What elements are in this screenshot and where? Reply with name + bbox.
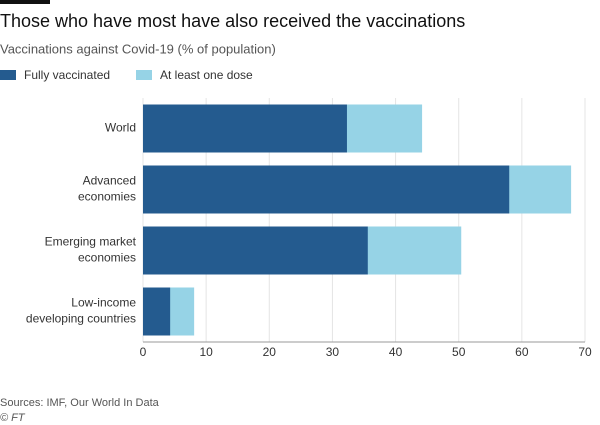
chart-subtitle: Vaccinations against Covid-19 (% of popu… <box>0 41 276 56</box>
x-tick-label: 10 <box>199 345 213 359</box>
legend-swatch <box>136 70 152 80</box>
source: Sources: IMF, Our World In Data <box>0 397 160 409</box>
bar <box>143 287 171 336</box>
y-tick-label: Emerging market economies <box>45 235 137 265</box>
legend-label: Fully vaccinated <box>24 68 110 82</box>
x-tick-label: 0 <box>140 345 147 359</box>
x-tick-label: 60 <box>515 345 529 359</box>
y-tick-label: Advanced economies <box>78 174 136 204</box>
x-tick-label: 40 <box>389 345 403 359</box>
bar <box>143 165 510 214</box>
legend-label: At least one dose <box>160 68 253 82</box>
bar <box>143 104 347 153</box>
y-tick-label: Low-income developing countries <box>26 296 136 326</box>
x-tick-label: 70 <box>578 345 592 359</box>
x-tick-label: 30 <box>326 345 340 359</box>
brand-bar <box>0 0 50 4</box>
credit: © FT <box>0 412 26 424</box>
bar <box>143 226 368 275</box>
y-tick-label: World <box>105 121 136 135</box>
legend-swatch <box>0 70 16 80</box>
x-tick-label: 20 <box>263 345 277 359</box>
chart-title: Those who have most have also received t… <box>0 11 465 31</box>
x-tick-label: 50 <box>452 345 466 359</box>
